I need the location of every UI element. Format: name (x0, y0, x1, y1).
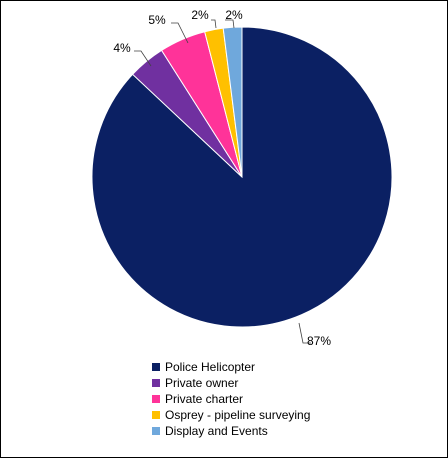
leader-line-osprey (211, 19, 217, 29)
legend-label: Private charter (165, 392, 244, 406)
legend-swatch (152, 411, 160, 419)
legend-swatch (152, 427, 160, 435)
data-label-police-helicopter: 87% (307, 334, 331, 348)
leader-line-private-charter (171, 22, 189, 44)
legend-swatch (152, 395, 160, 403)
data-label-private-owner: 4% (113, 41, 131, 55)
legend-label: Osprey - pipeline surveying (165, 408, 311, 422)
legend-item-osprey: Osprey - pipeline surveying (152, 407, 310, 423)
legend-item-private-owner: Private owner (152, 375, 310, 391)
legend-item-police-helicopter: Police Helicopter (152, 359, 310, 375)
data-label-private-charter: 5% (148, 13, 166, 27)
legend-item-private-charter: Private charter (152, 391, 310, 407)
leader-line-police-helicopter (298, 322, 311, 344)
legend-label: Private owner (165, 376, 239, 390)
legend-swatch (152, 363, 160, 371)
legend-label: Police Helicopter (165, 360, 256, 374)
pie-slice-police-helicopter (91, 26, 393, 328)
leader-line-private-owner (134, 50, 152, 67)
legend-item-display-events: Display and Events (152, 423, 310, 439)
leader-line-display-events (225, 19, 235, 29)
chart-legend: Police Helicopter Private owner Private … (152, 359, 310, 439)
data-label-osprey: 2% (191, 8, 209, 22)
data-label-display-events: 2% (225, 8, 243, 22)
legend-label: Display and Events (165, 424, 268, 438)
pie-slice-display-events (222, 26, 243, 178)
legend-swatch (152, 379, 160, 387)
